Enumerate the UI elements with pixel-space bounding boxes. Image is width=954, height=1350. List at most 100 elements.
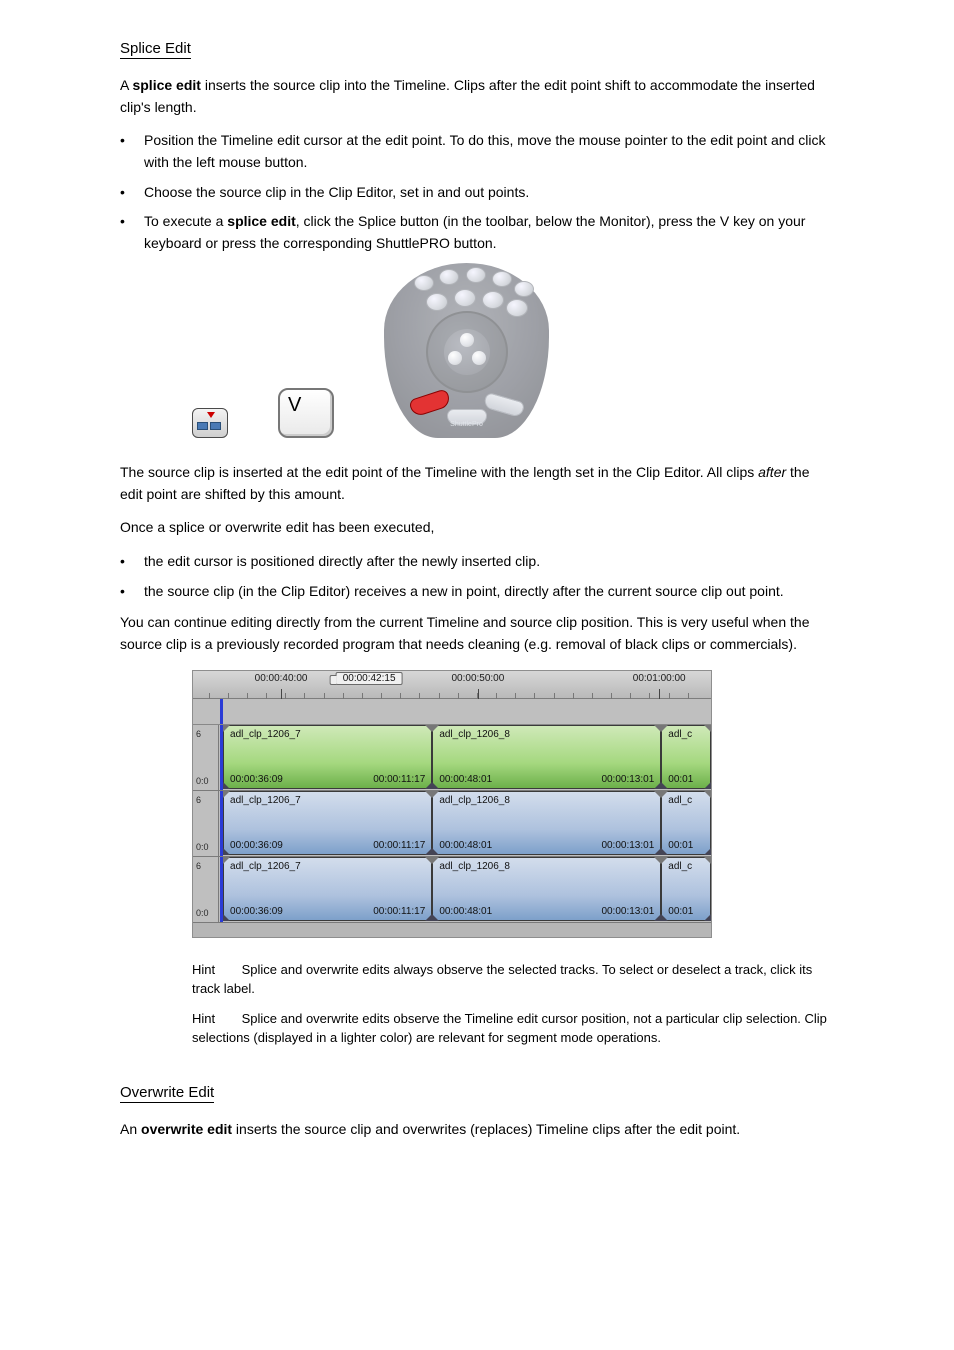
- clip-in-tc: 00:00:48:01: [439, 906, 492, 917]
- timeline-clip[interactable]: adl_clp_1206_8 00:00:48:01 00:00:13:01: [432, 857, 661, 921]
- timeline-clip[interactable]: adl_clp_1206_8 00:00:48:01 00:00:13:01: [432, 791, 661, 855]
- timeline-track[interactable]: 6 0:0 adl_clp_1206_7 00:00:36:09 00:00:11:17…: [193, 725, 711, 791]
- bullet-marker: •: [120, 581, 144, 603]
- clip-name: adl_clp_1206_7: [230, 861, 427, 872]
- clip-in-tc: 00:01: [668, 774, 693, 785]
- bullet-marker: •: [120, 130, 144, 173]
- bullet-marker: •: [120, 211, 144, 254]
- keyboard-key-v: V: [278, 388, 334, 438]
- bullet-item: • Choose the source clip in the Clip Edi…: [120, 182, 834, 204]
- continue-text: You can continue editing directly from t…: [120, 612, 834, 655]
- splice-icon: [197, 414, 223, 432]
- gutter-bottom: 0:0: [196, 842, 215, 852]
- clip-out-tc: 00:00:11:17: [373, 774, 425, 785]
- executed-lead: Once a splice or overwrite edit has been…: [120, 517, 834, 539]
- track-gutter[interactable]: 6 0:0: [193, 791, 219, 856]
- hint-text: Splice and overwrite edits always observ…: [192, 962, 812, 997]
- track-gutter[interactable]: 6 0:0: [193, 725, 219, 790]
- splice-intro: A splice edit inserts the source clip in…: [120, 75, 834, 118]
- text: An: [120, 1121, 141, 1137]
- text-bold: splice edit: [132, 77, 200, 93]
- gutter-bottom: 0:0: [196, 908, 215, 918]
- clip-name: adl_clp_1206_7: [230, 729, 427, 740]
- section-splice-title: Splice Edit: [120, 40, 191, 59]
- splice-toolbar-button[interactable]: [192, 408, 228, 438]
- bullet-text: the edit cursor is positioned directly a…: [144, 551, 834, 573]
- overwrite-intro: An overwrite edit inserts the source cli…: [120, 1119, 834, 1141]
- clip-out-tc: 00:00:13:01: [601, 906, 654, 917]
- ruler-label: 00:01:00:00: [633, 673, 686, 684]
- shuttlepro-controller: ShuttlePro: [384, 263, 549, 438]
- timeline-clip[interactable]: adl_clp_1206_7 00:00:36:09 00:00:11:17: [223, 725, 432, 789]
- text: inserts the source clip into the Timelin…: [120, 77, 815, 115]
- clip-out-tc: 00:00:13:01: [601, 774, 654, 785]
- controls-row: V ShuttlePro: [192, 263, 834, 438]
- timeline-clip[interactable]: adl_c 00:01: [661, 791, 711, 855]
- clip-name: adl_clp_1206_8: [439, 729, 656, 740]
- clip-in-tc: 00:01: [668, 906, 693, 917]
- timeline-clip[interactable]: adl_clp_1206_8 00:00:48:01 00:00:13:01: [432, 725, 661, 789]
- timeline-screenshot: 00:00:40:00 00:00:50:00 00:01:00:00 00:00:4…: [192, 670, 712, 938]
- timeline-clip[interactable]: adl_c 00:01: [661, 857, 711, 921]
- cti-timecode[interactable]: 00:00:42:15: [336, 672, 403, 685]
- clip-name: adl_clp_1206_8: [439, 795, 656, 806]
- text-italic: after: [758, 464, 786, 480]
- bullet-marker: •: [120, 551, 144, 573]
- clip-in-tc: 00:00:48:01: [439, 774, 492, 785]
- clip-in-tc: 00:00:48:01: [439, 840, 492, 851]
- playhead-line[interactable]: [220, 857, 223, 922]
- hint-label: Hint: [192, 1009, 238, 1029]
- timeline-clip[interactable]: adl_clp_1206_7 00:00:36:09 00:00:11:17: [223, 857, 432, 921]
- playhead-line[interactable]: [220, 791, 223, 856]
- clip-name: adl_clp_1206_7: [230, 795, 427, 806]
- timeline-ruler[interactable]: 00:00:40:00 00:00:50:00 00:01:00:00 00:00:4…: [193, 671, 711, 699]
- track-gutter[interactable]: 6 0:0: [193, 857, 219, 922]
- timeline-clip[interactable]: adl_clp_1206_700:00:36:0900:00:11:17: [223, 791, 432, 855]
- bullet-item: • the source clip (in the Clip Editor) r…: [120, 581, 834, 603]
- bullet-text: Position the Timeline edit cursor at the…: [144, 130, 834, 173]
- clip-in-tc: 00:00:36:09: [230, 774, 283, 785]
- bullet-text: Choose the source clip in the Clip Edito…: [144, 182, 834, 204]
- text: To execute a: [144, 213, 227, 229]
- clip-out-tc: 00:00:13:01: [601, 840, 654, 851]
- text: inserts the source clip and overwrites (…: [232, 1121, 740, 1137]
- text-bold: splice edit: [227, 213, 295, 229]
- bullet-item: • the edit cursor is positioned directly…: [120, 551, 834, 573]
- timeline-spacer: [193, 699, 711, 725]
- bullet-item: • Position the Timeline edit cursor at t…: [120, 130, 834, 173]
- clip-name: adl_clp_1206_8: [439, 861, 656, 872]
- timeline-track[interactable]: 6 0:0 adl_clp_1206_7 00:00:36:09 00:00:11:17…: [193, 857, 711, 923]
- gutter-top: 6: [196, 729, 215, 739]
- clip-out-tc: 00:00:11:17: [373, 906, 425, 917]
- bullet-text: the source clip (in the Clip Editor) rec…: [144, 581, 834, 603]
- clip-in-tc: 00:00:36:09: [230, 906, 283, 917]
- clip-in-tc: 00:01: [668, 840, 693, 851]
- timeline-clip[interactable]: adl_c 00:01: [661, 725, 711, 789]
- after-splice-text: The source clip is inserted at the edit …: [120, 462, 834, 505]
- playhead-line[interactable]: [220, 699, 223, 724]
- clip-name: adl_c: [668, 861, 706, 872]
- bullet-item: • To execute a splice edit, click the Sp…: [120, 211, 834, 254]
- text: A: [120, 77, 132, 93]
- gutter-bottom: 0:0: [196, 776, 215, 786]
- shuttlepro-body: ShuttlePro: [384, 263, 549, 438]
- bullet-text: To execute a splice edit, click the Spli…: [144, 211, 834, 254]
- hint-1: Hint Splice and overwrite edits always o…: [192, 960, 834, 999]
- ruler-label: 00:00:50:00: [451, 673, 504, 684]
- clip-name: adl_c: [668, 729, 706, 740]
- clip-name: adl_c: [668, 795, 706, 806]
- text: The source clip is inserted at the edit …: [120, 464, 758, 480]
- document-page: Splice Edit A splice edit inserts the so…: [0, 0, 954, 1350]
- hint-2: Hint Splice and overwrite edits observe …: [192, 1009, 834, 1048]
- ruler-label: 00:00:40:00: [255, 673, 308, 684]
- hint-label: Hint: [192, 960, 238, 980]
- gutter-top: 6: [196, 795, 215, 805]
- playhead-line[interactable]: [220, 725, 223, 790]
- hint-text: Splice and overwrite edits observe the T…: [192, 1011, 827, 1046]
- timeline-footer: [193, 923, 711, 937]
- text-bold: overwrite edit: [141, 1121, 232, 1137]
- clip-in-tc: 00:00:36:09: [230, 840, 283, 851]
- section-overwrite-title: Overwrite Edit: [120, 1084, 214, 1103]
- gutter-top: 6: [196, 861, 215, 871]
- timeline-track[interactable]: 60:0adl_clp_1206_700:00:36:0900:00:11:17…: [193, 791, 711, 857]
